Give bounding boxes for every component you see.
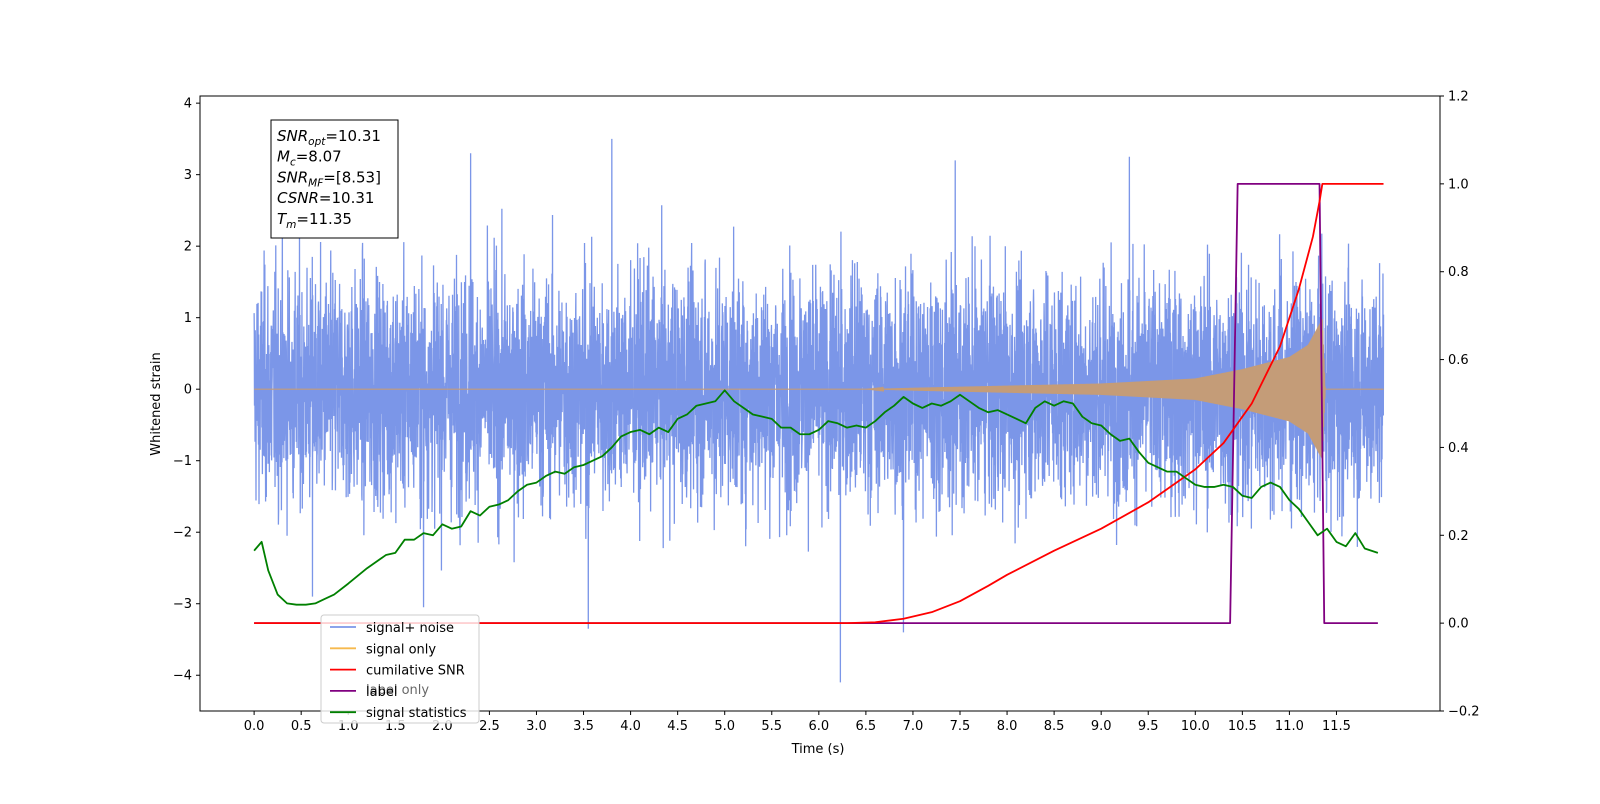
x-tick-label: 2.5: [479, 719, 500, 734]
y-tick-label: −1: [173, 454, 192, 469]
legend-label: cumilative SNR: [366, 664, 465, 679]
y-axis-label: Whitened strain: [149, 352, 164, 455]
info-box-frame: [270, 119, 399, 239]
x-tick-label: 6.5: [856, 719, 877, 734]
legend-label: signal only: [366, 642, 436, 657]
y-tick-label: −3: [173, 597, 192, 612]
plot-area: [253, 138, 1385, 683]
y2-tick-label: 1.2: [1448, 90, 1469, 105]
info-box-line: SNRMF=[8.53]: [277, 168, 381, 189]
y-tick-label: 0: [184, 383, 192, 398]
series-line-signal-noise: [253, 138, 1385, 683]
y-tick-label: 1: [184, 311, 192, 326]
x-tick-label: 4.5: [667, 719, 688, 734]
plot-frame: [199, 95, 1441, 712]
legend-label: signal+ noise: [366, 621, 454, 636]
y-axis-left: 4 3 2 1 0 −1 −2 −3 −4: [173, 97, 200, 684]
x-tick-label: 10.0: [1181, 719, 1210, 734]
x-tick-label: 5.0: [714, 719, 735, 734]
x-tick-label: 7.0: [903, 719, 924, 734]
info-box-line: Mc=8.07: [277, 148, 342, 169]
x-tick-label: 3.5: [573, 719, 594, 734]
x-tick-label: 9.0: [1091, 719, 1112, 734]
y-tick-label: −4: [173, 669, 192, 684]
x-tick-label: 0.0: [244, 719, 265, 734]
x-tick-label: 4.0: [620, 719, 641, 734]
x-tick-label: 11.0: [1275, 719, 1304, 734]
legend-label: signal statistics: [366, 706, 467, 721]
info-box-line: CSNR=10.31: [277, 189, 374, 207]
legend: signal+ noise signal only cumilative SNR la…: [320, 614, 480, 724]
y-tick-label: −2: [173, 526, 192, 541]
series-line-cumulative-snr: [254, 182, 1384, 625]
series-line-signal-statistics: [253, 389, 1379, 606]
info-box-line: Tm=11.35: [277, 210, 352, 231]
y2-tick-label: −0.2: [1448, 705, 1480, 720]
x-tick-label: 7.5: [950, 719, 971, 734]
legend-label: label: [366, 685, 397, 700]
x-tick-label: 11.5: [1322, 719, 1351, 734]
y-tick-label: 3: [184, 168, 192, 183]
x-tick-label: 0.5: [291, 719, 312, 734]
y2-tick-label: 0.8: [1448, 265, 1469, 280]
y2-tick-label: 0.2: [1448, 529, 1469, 544]
info-box-line: SNRopt=10.31: [277, 127, 381, 148]
y-tick-label: 2: [184, 240, 192, 255]
x-tick-label: 6.0: [808, 719, 829, 734]
y2-tick-label: 0.4: [1448, 441, 1469, 456]
legend-frame: [320, 614, 480, 724]
info-box: SNRopt=10.31Mc=8.07SNRMF=[8.53]CSNR=10.3…: [270, 119, 399, 239]
y-tick-label: 4: [184, 97, 192, 112]
x-tick-label: 3.0: [526, 719, 547, 734]
series-line-signal-only: [254, 319, 1384, 459]
y2-tick-label: 0.0: [1448, 617, 1469, 632]
x-axis-label: Time (s): [791, 742, 845, 757]
series-line-label: [254, 182, 1378, 625]
y2-tick-label: 1.0: [1448, 177, 1469, 192]
x-tick-label: 5.5: [761, 719, 782, 734]
x-tick-label: 8.0: [997, 719, 1018, 734]
x-tick-label: 10.5: [1228, 719, 1257, 734]
y2-tick-label: 0.6: [1448, 353, 1469, 368]
x-tick-label: 8.5: [1044, 719, 1065, 734]
y-axis-right: 1.2 1.0 0.8 0.6 0.4 0.2 0.0 −0.2: [1440, 90, 1480, 720]
x-tick-label: 9.5: [1138, 719, 1159, 734]
legend-label-hidden: label only: [366, 683, 429, 698]
